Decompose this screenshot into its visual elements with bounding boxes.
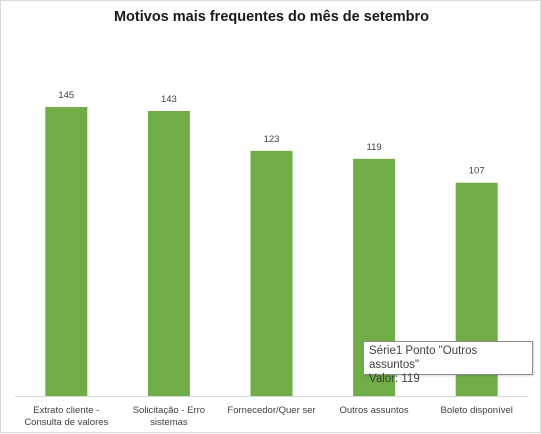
bar-2 bbox=[148, 111, 190, 396]
data-label-1: 145 bbox=[58, 90, 74, 101]
data-label-3: 123 bbox=[264, 134, 280, 145]
data-point-tooltip: Série1 Ponto "Outros assuntos" Valor: 11… bbox=[363, 341, 533, 375]
data-label-4: 119 bbox=[367, 142, 382, 153]
bar-1 bbox=[45, 107, 87, 396]
tooltip-value: Valor: 119 bbox=[369, 372, 527, 386]
data-label-2: 143 bbox=[161, 94, 177, 105]
data-label-5: 107 bbox=[469, 166, 485, 177]
bar-3 bbox=[251, 151, 293, 396]
tooltip-series-point: Série1 Ponto "Outros assuntos" bbox=[369, 344, 527, 372]
x-tick-label-5: Boleto disponível bbox=[441, 405, 513, 416]
x-tick-label-1: Extrato cliente -Consulta de valores bbox=[24, 405, 108, 428]
x-tick-label-3: Fornecedor/Quer ser bbox=[227, 405, 315, 416]
x-tick-label-4: Outros assuntos bbox=[340, 405, 409, 416]
x-tick-label-2: Solicitação - Erro sistemas bbox=[133, 405, 205, 428]
